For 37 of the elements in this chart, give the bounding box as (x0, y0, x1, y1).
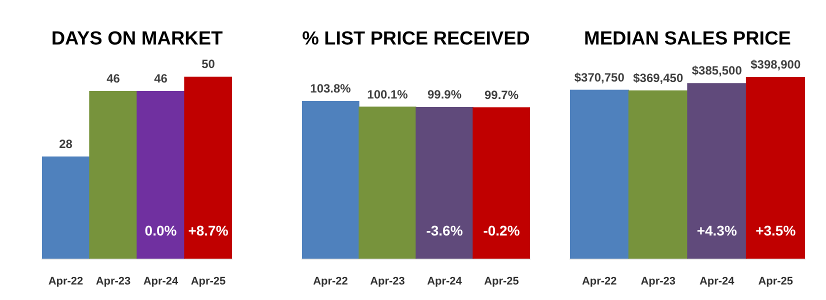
annotation: +3.5% (756, 222, 796, 239)
chart-title: DAYS ON MARKET (51, 28, 224, 50)
data-label: 46 (106, 72, 120, 86)
annotation: -3.6% (426, 222, 464, 239)
x-tick-label: Apr-23 (640, 275, 676, 288)
annotation: 0.0% (144, 222, 178, 239)
x-tick-label: Apr-22 (582, 275, 617, 288)
x-tick-label: Apr-24 (699, 275, 736, 288)
x-tick-label: Apr-22 (48, 275, 84, 288)
data-label: $398,900 (750, 58, 801, 72)
data-label: 99.9% (427, 88, 462, 102)
chart-title: % LIST PRICE RECEIVED (302, 28, 530, 50)
x-tick-label: Apr-22 (313, 275, 348, 288)
data-label: $385,500 (692, 64, 742, 78)
data-label: $369,450 (633, 71, 684, 86)
x-tick-label: Apr-25 (758, 275, 794, 288)
annotation: +8.7% (188, 222, 229, 239)
annotation: +4.3% (696, 222, 738, 239)
bar (746, 76, 805, 259)
data-label: 100.1% (367, 87, 408, 102)
bar (570, 90, 630, 259)
x-tick-label: Apr-25 (484, 275, 519, 288)
annotation: -0.2% (483, 222, 520, 239)
data-label: $370,750 (574, 70, 625, 84)
x-tick-label: Apr-24 (143, 275, 180, 288)
x-tick-label: Apr-23 (96, 275, 131, 288)
data-label: 50 (202, 57, 216, 72)
data-label: 99.7% (484, 88, 519, 102)
x-tick-label: Apr-24 (427, 275, 463, 288)
data-label: 28 (59, 137, 73, 152)
x-tick-label: Apr-25 (190, 275, 226, 288)
bar (687, 83, 747, 259)
data-label: 46 (154, 72, 168, 86)
chart-title: MEDIAN SALES PRICE (584, 28, 791, 50)
x-tick-label: Apr-23 (370, 275, 405, 288)
bar (628, 90, 688, 259)
data-label: 103.8% (310, 82, 352, 96)
